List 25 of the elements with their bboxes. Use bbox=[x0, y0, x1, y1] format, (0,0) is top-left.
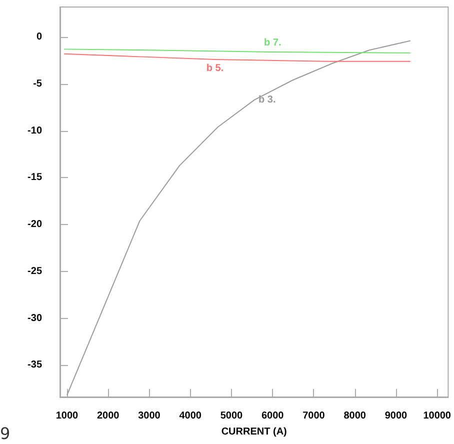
x-tick-label: 4000 bbox=[179, 410, 202, 422]
y-tick-label: -10 bbox=[28, 125, 42, 136]
x-tick-label: 2000 bbox=[96, 410, 120, 422]
x-tick-label: 8000 bbox=[344, 410, 366, 422]
text: 9 bbox=[0, 424, 10, 443]
line-series bbox=[64, 53, 411, 62]
x-tick-label: 5000 bbox=[220, 410, 244, 422]
x-axis-title: CURRENT (A) bbox=[221, 426, 287, 438]
x-tick-label: 9000 bbox=[384, 410, 408, 422]
y-tick-label: 0 bbox=[36, 32, 42, 42]
x-tick-label: 1000 bbox=[56, 410, 79, 422]
x-tick-label: 10000 bbox=[423, 410, 452, 422]
y-tick-label: -20 bbox=[28, 219, 42, 230]
y-tick-label: -30 bbox=[28, 312, 42, 324]
series-label: b 3. bbox=[258, 94, 276, 106]
y-tick-label: -5 bbox=[33, 78, 42, 90]
x-tick-label: 3000 bbox=[138, 410, 161, 422]
y-tick-label: -35 bbox=[28, 360, 42, 371]
y-tick-label: -15 bbox=[28, 172, 42, 184]
x-tick-label: 6000 bbox=[261, 410, 284, 422]
y-tick-label: -25 bbox=[28, 266, 42, 277]
line-series bbox=[66, 40, 411, 396]
x-tick-label: 7000 bbox=[302, 410, 326, 422]
series-label: b 7. bbox=[264, 38, 282, 48]
series-label: b 5. bbox=[206, 63, 224, 74]
